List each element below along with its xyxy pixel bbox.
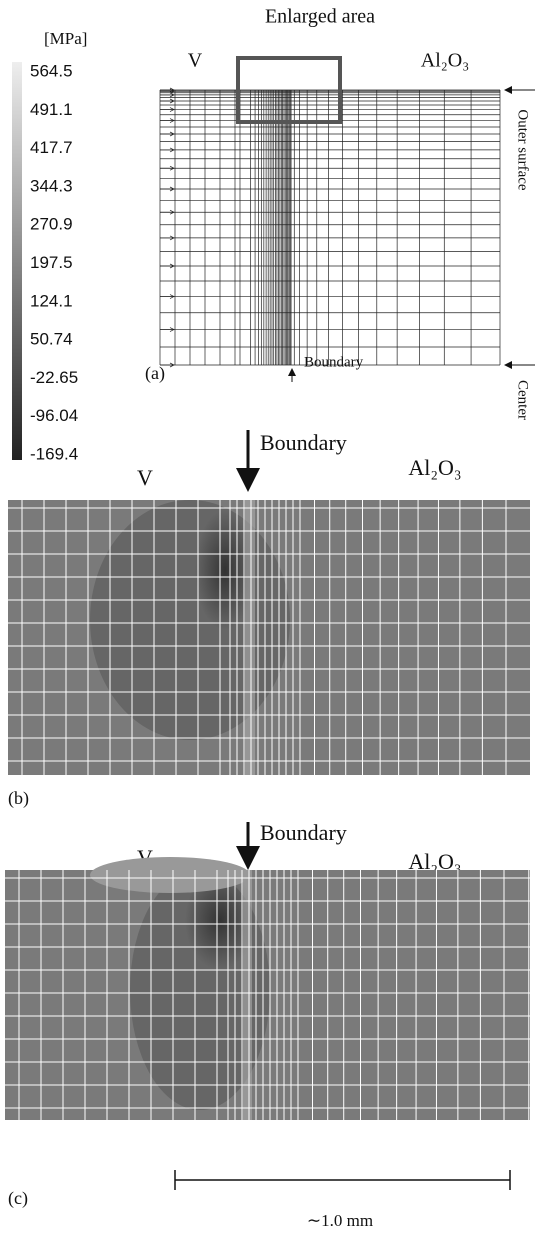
boundary-label: Boundary <box>304 354 364 370</box>
load-arrow <box>160 118 175 123</box>
panel-c: Boundary V Al₂O₃ (c) ∼1.0 mm <box>5 820 530 1230</box>
material-label: V <box>188 50 203 72</box>
boundary-label: Boundary <box>260 430 347 455</box>
material-label: V <box>137 465 153 490</box>
panel-a: Enlarged area V Al₂O₃ Outer surface Cent… <box>145 6 535 420</box>
colorbar-label: 270.9 <box>30 215 73 234</box>
panel-tag: (c) <box>8 1188 28 1209</box>
colorbar-label: 564.5 <box>30 61 73 80</box>
load-arrow <box>160 186 175 192</box>
colorbar-label: 417.7 <box>30 138 73 157</box>
load-arrow <box>160 98 175 104</box>
material-label: Al₂O₃ <box>408 455 461 480</box>
colorbar: [MPa] 564.5 491.1 417.7 344.3 270.9 197.5 124.… <box>12 29 87 463</box>
colorbar-label: 344.3 <box>30 176 73 195</box>
scale-label: ∼1.0 mm <box>307 1211 373 1230</box>
colorbar-label: -22.65 <box>30 368 78 387</box>
load-arrow <box>160 92 175 98</box>
load-arrow <box>160 147 175 153</box>
panel-title: Enlarged area <box>265 6 375 28</box>
load-arrow <box>160 362 175 368</box>
load-arrow <box>160 107 175 112</box>
load-arrow <box>160 131 175 137</box>
colorbar-unit: [MPa] <box>44 29 87 48</box>
panel-tag: (a) <box>145 363 165 384</box>
enlarged-box <box>236 56 342 124</box>
stress-map <box>8 500 530 775</box>
stress-map <box>5 857 530 1120</box>
boundary-label: Boundary <box>260 820 347 845</box>
material-label: Al₂O₃ <box>421 50 469 72</box>
load-arrow <box>160 327 175 332</box>
colorbar-label: 197.5 <box>30 253 73 272</box>
colorbar-label: 124.1 <box>30 291 73 310</box>
colorbar-label: -169.4 <box>30 444 78 463</box>
load-arrow <box>160 235 175 241</box>
colorbar-label: -96.04 <box>30 406 78 425</box>
panel-tag: (b) <box>8 788 29 809</box>
side-label: Center <box>515 380 531 420</box>
colorbar-label: 491.1 <box>30 100 73 119</box>
side-label: Outer surface <box>515 109 531 191</box>
colorbar-scale <box>12 62 22 460</box>
material-label: Al₂O₃ <box>408 849 461 874</box>
load-arrow <box>160 88 175 94</box>
load-arrow <box>160 263 175 269</box>
mesh <box>159 87 501 368</box>
load-arrow <box>160 165 175 171</box>
panel-b: Boundary V Al₂O₃ (b) <box>8 430 530 809</box>
colorbar-label: 50.74 <box>30 330 73 349</box>
load-arrow <box>160 209 175 215</box>
load-arrow <box>160 294 175 299</box>
